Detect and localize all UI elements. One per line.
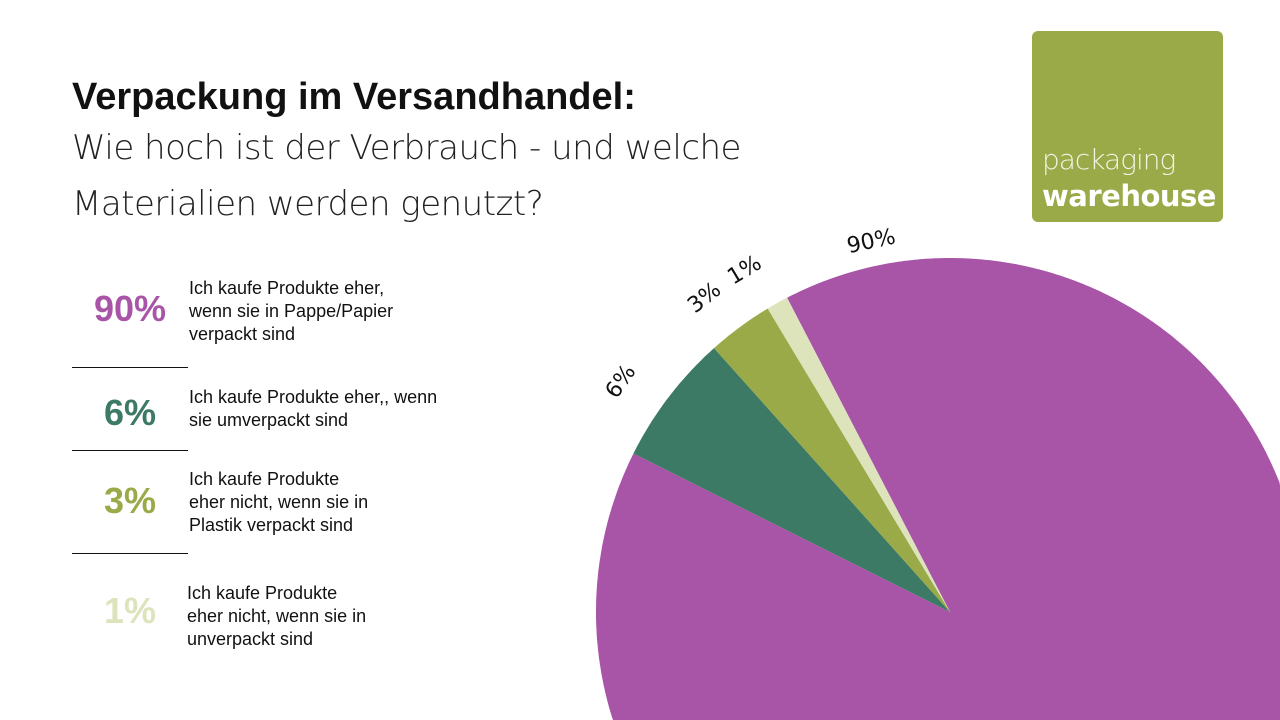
title-block: Verpackung im Versandhandel: Wie hoch is… (72, 74, 832, 232)
divider (72, 450, 188, 451)
legend-desc: Ich kaufe Produkte eher,, wenn sie umver… (189, 387, 438, 430)
logo-line2: warehouse (1042, 179, 1216, 213)
legend-pct: 1% (103, 590, 157, 631)
page-subtitle: Wie hoch ist der Verbrauch - und welche … (72, 128, 741, 224)
pie-slice (633, 348, 950, 612)
slice-label: 6% (601, 360, 642, 403)
legend-desc: Ich kaufe Produkte eher, wenn sie in Pap… (189, 278, 394, 344)
divider (72, 367, 188, 368)
slice-label: 3% (683, 277, 726, 318)
legend-item-0: 90% Ich kaufe Produkte eher, wenn sie in… (72, 272, 452, 368)
legend-item-3: 1% Ich kaufe Produkte eher nicht, wenn s… (72, 550, 452, 649)
legend-desc: Ich kaufe Produkte eher nicht, wenn sie … (187, 583, 367, 649)
slice-label: 1% (723, 251, 766, 290)
logo: packaging warehouse (1032, 31, 1223, 222)
legend-desc: Ich kaufe Produkte eher nicht, wenn sie … (189, 469, 369, 535)
legend-item-1: 6% Ich kaufe Produkte eher,, wenn sie um… (72, 360, 452, 451)
logo-line1: packaging (1042, 143, 1176, 176)
slice-label: 90% (845, 224, 898, 259)
pie-slice (767, 297, 950, 612)
divider (72, 553, 188, 554)
legend-pct: 6% (103, 392, 157, 433)
pie-slice (596, 258, 1280, 720)
legend-pct: 3% (103, 480, 157, 521)
page-title: Verpackung im Versandhandel: (72, 76, 636, 118)
legend: 90% Ich kaufe Produkte eher, wenn sie in… (72, 272, 452, 649)
legend-item-2: 3% Ich kaufe Produkte eher nicht, wenn s… (72, 450, 452, 554)
pie-slice (714, 308, 950, 612)
legend-pct: 90% (93, 288, 167, 329)
